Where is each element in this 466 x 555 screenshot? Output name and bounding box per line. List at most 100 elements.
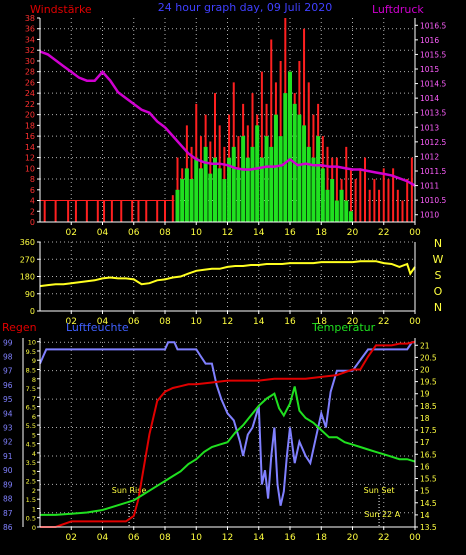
rain-tick-label: 3	[32, 468, 36, 476]
y-right-tick-label: 1013.5	[420, 109, 446, 118]
x-tick-label: 20	[347, 317, 359, 327]
y-tick-label: 24	[25, 89, 35, 98]
compass-label: N	[434, 301, 442, 314]
x-tick-label: 02	[66, 533, 77, 543]
x-tick-label: 14	[253, 228, 265, 238]
sun-annotations: Sun Rise Sun Set Sun 22 A	[112, 486, 401, 527]
pressure-line	[39, 50, 416, 187]
y-right-tick-label: 1016.5	[420, 21, 446, 30]
rain-y-ticks: 00.5 11.522.5 33.544.5 55.566.5 77.588.5 99.5…	[26, 339, 40, 532]
x-tick-label: 00	[409, 533, 421, 543]
rain-line	[40, 340, 416, 528]
y-right-tick-label: 1015	[420, 65, 439, 74]
x-tick-label: 04	[97, 317, 109, 327]
temperature-tick-label: 15.5	[420, 475, 437, 484]
humidity-line	[39, 341, 415, 506]
y-tick-label: 36	[25, 25, 35, 34]
x-tick-label: 12	[222, 317, 233, 327]
x-tick-label: 18	[316, 317, 328, 327]
temperature-path	[40, 386, 416, 516]
x-tick-label: 14	[253, 533, 265, 543]
rain-tick-label: 5.5	[26, 422, 36, 430]
x-tick-label: 10	[191, 317, 203, 327]
y-right-tick-label: 1014.5	[420, 80, 446, 89]
temperature-tick-label: 19	[420, 390, 430, 399]
x-tick-label: 04	[97, 533, 109, 543]
rain-tick-label: 1.5	[26, 496, 36, 504]
rain-tick-label: 9.5	[26, 348, 36, 356]
x-tick-label: 22	[378, 317, 389, 327]
temperature-tick-label: 21	[420, 341, 430, 350]
x-tick-label: 12	[222, 228, 233, 238]
y-tick-label: 32	[25, 46, 35, 55]
wind-bars	[175, 71, 353, 222]
x-tick-label: 16	[284, 228, 296, 238]
compass-label: O	[434, 285, 443, 298]
y-tick-label: 28	[25, 68, 35, 77]
rain-tick-label: 8	[32, 376, 36, 384]
x-tick-label: 06	[128, 317, 140, 327]
x-tick-label: 10	[191, 533, 203, 543]
y-right-tick-label: 1015.5	[420, 50, 446, 59]
temperature-tick-label: 15	[420, 487, 430, 496]
temperature-y-ticks: 13.5 14 14.5 15 15.5 16 16.5 17 17.5 18 18.5 19 19.5…	[415, 341, 437, 532]
y-right-tick-label: 1010	[420, 211, 439, 220]
temperature-line	[40, 386, 416, 516]
temperature-tick-label: 13.5	[420, 523, 437, 532]
direction-x-ticks: 02 04 06 08 10 12 14 16 18 20 22 00	[66, 311, 421, 327]
pressure-label: Luftdruck	[372, 3, 424, 16]
rain-tick-label: 7	[32, 394, 36, 402]
wind-grid	[40, 18, 416, 222]
y-right-tick-label: 1013	[420, 123, 439, 132]
rain-tick-label: 3.5	[26, 459, 36, 467]
wind-direction-path	[39, 260, 416, 288]
x-tick-label: 18	[316, 228, 328, 238]
rain-tick-label: 1	[32, 505, 36, 513]
humidity-label: Luftfeuchte	[66, 321, 129, 334]
rain-tick-label: 4.5	[26, 441, 36, 449]
humidity-tick-label: 99	[3, 338, 13, 347]
y-tick-label: 180	[20, 273, 35, 282]
humidity-tick-label: 95	[3, 395, 13, 404]
direction-y-ticks: 0 90 180 270 360	[20, 238, 40, 316]
humidity-y-ticks: 86 87 88 89 90 91 92 93 94 95 96 97 98 99	[3, 338, 13, 532]
rain-tick-label: 9	[32, 357, 36, 365]
humidity-tick-label: 89	[3, 480, 13, 489]
temperature-label: Temperatur	[311, 321, 376, 334]
y-tick-label: 0	[30, 218, 35, 227]
chart-title: 24 hour graph day, 09 Juli 2020	[158, 1, 332, 14]
y-right-tick-label: 1010.5	[420, 196, 446, 205]
y-tick-label: 6	[30, 186, 35, 195]
temperature-tick-label: 16.5	[420, 450, 437, 459]
x-tick-label: 22	[378, 533, 389, 543]
y-tick-label: 10	[25, 164, 35, 173]
y-tick-label: 8	[30, 175, 35, 184]
x-tick-label: 08	[159, 533, 171, 543]
wind-pressure-panel: Windstärke 24 hour graph day, 09 Juli 20…	[25, 1, 447, 238]
humidity-tick-label: 97	[3, 367, 13, 376]
wind-direction-line	[39, 260, 416, 288]
y-tick-label: 22	[25, 100, 35, 109]
y-right-tick-label: 1012.5	[420, 138, 446, 147]
humidity-tick-label: 93	[3, 424, 13, 433]
humidity-tick-label: 90	[3, 466, 13, 475]
temperature-tick-label: 18.5	[420, 402, 437, 411]
x-tick-label: 20	[347, 533, 359, 543]
rain-path	[40, 340, 416, 528]
humidity-tick-label: 94	[3, 409, 13, 418]
rain-tick-label: 2	[32, 487, 36, 495]
pressure-path	[39, 50, 416, 187]
humidity-tick-label: 98	[3, 352, 13, 361]
x-tick-label: 16	[284, 317, 296, 327]
rain-tick-label: 10	[28, 339, 36, 347]
x-tick-label: 02	[66, 317, 77, 327]
wind-speed-label: Windstärke	[30, 3, 92, 16]
y-tick-label: 34	[25, 35, 35, 44]
compass-label: S	[435, 269, 442, 282]
y-right-tick-label: 1011	[420, 182, 439, 191]
y-right-tick-label: 1012	[420, 152, 439, 161]
